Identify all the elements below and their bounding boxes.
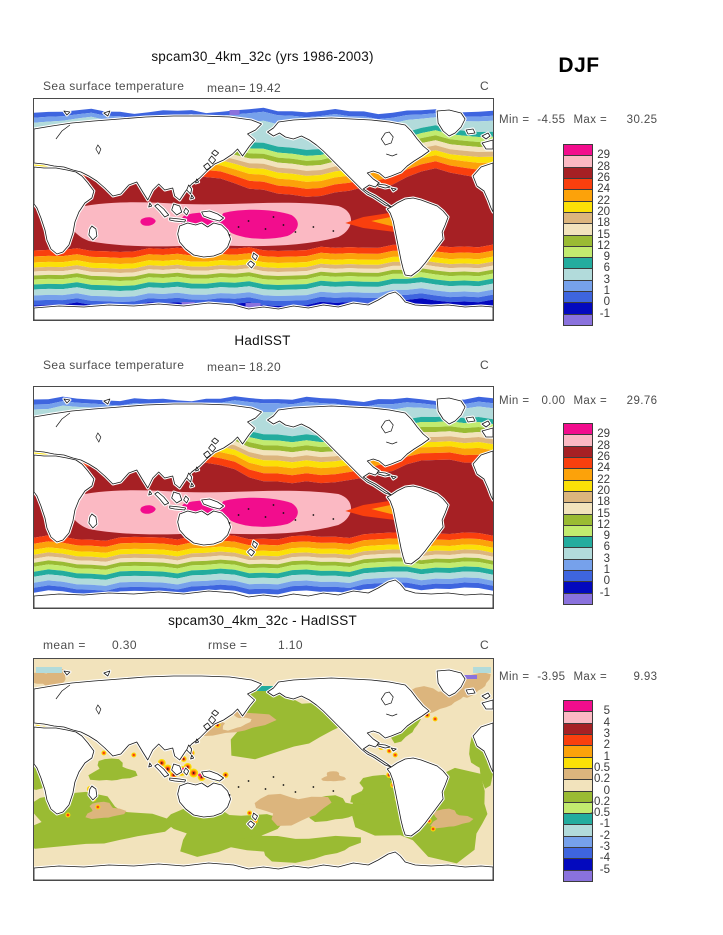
season-label: DJF bbox=[558, 54, 600, 77]
colorbar-tick-label: 18 bbox=[597, 217, 610, 230]
panel-1-mean-label: mean= bbox=[207, 81, 247, 95]
colorbar-tick-label: 1 bbox=[603, 750, 610, 763]
colorbar-tick-label: 15 bbox=[597, 507, 610, 520]
colorbar-tick-label: 6 bbox=[603, 541, 610, 554]
sst-diff-map bbox=[34, 659, 493, 880]
panel-3-units-label: C bbox=[480, 638, 490, 652]
sst-map-obs bbox=[34, 387, 493, 608]
colorbar-tick-label: 22 bbox=[597, 194, 610, 207]
colorbar-tick-label: -1 bbox=[599, 818, 610, 831]
colorbar-segment bbox=[563, 592, 593, 605]
colorbar-segment bbox=[563, 313, 593, 326]
panel-2-title: HadISST bbox=[234, 333, 291, 348]
colorbar-tick-label: 9 bbox=[603, 251, 610, 264]
panel-1-mean-value: 19.42 bbox=[249, 81, 282, 95]
colorbar-tick-label: 9 bbox=[603, 530, 610, 543]
panel-3-rmse-value: 1.10 bbox=[278, 638, 303, 652]
colorbar-tick-label: 3 bbox=[603, 273, 610, 286]
colorbar-tick-label: 18 bbox=[597, 496, 610, 509]
colorbar-tick-label: 26 bbox=[597, 450, 610, 463]
colorbar-tick-label: -4 bbox=[599, 852, 610, 865]
colorbar-tick-label: 0.2 bbox=[594, 773, 610, 786]
colorbar-tick-label: -0.2 bbox=[590, 795, 610, 808]
panel-2-variable-label: Sea surface temperature bbox=[43, 358, 185, 372]
colorbar-tick-label: 26 bbox=[597, 171, 610, 184]
panel-2-max-label: Max = bbox=[573, 395, 608, 407]
panel-1-minmax: Min = -4.55 Max = 30.25 bbox=[499, 114, 657, 126]
colorbar-tick-label: 12 bbox=[597, 518, 610, 531]
panel-1-title: spcam30_4km_32c (yrs 1986-2003) bbox=[151, 49, 374, 64]
panel-3-mean-value: 0.30 bbox=[112, 638, 137, 652]
colorbar-model: 29 28 26 24 22 20 18 15 12 9 6 3 1 0 -1 bbox=[563, 144, 610, 326]
colorbar-tick-label: 29 bbox=[597, 428, 610, 441]
colorbar-tick-label: -1 bbox=[599, 307, 610, 320]
colorbar-tick-label: 3 bbox=[603, 727, 610, 740]
panel-1-min-label: Min = bbox=[499, 114, 530, 126]
panel-3-map-frame bbox=[33, 658, 494, 881]
colorbar-segment bbox=[563, 869, 593, 882]
colorbar-tick-label: 29 bbox=[597, 149, 610, 162]
colorbar-obs: 29 28 26 24 22 20 18 15 12 9 6 3 1 0 -1 bbox=[563, 423, 610, 605]
panel-2-min-label: Min = bbox=[499, 395, 530, 407]
colorbar-tick-label: 2 bbox=[603, 739, 610, 752]
colorbar-tick-label: 28 bbox=[597, 439, 610, 452]
colorbar-tick-label: 22 bbox=[597, 473, 610, 486]
colorbar-tick-label: -2 bbox=[599, 829, 610, 842]
sst-map-model bbox=[34, 99, 493, 320]
colorbar-tick-label: 12 bbox=[597, 239, 610, 252]
panel-1-variable-label: Sea surface temperature bbox=[43, 79, 185, 93]
panel-3-title: spcam30_4km_32c - HadISST bbox=[168, 613, 357, 628]
panel-3-rmse-label: rmse = bbox=[208, 638, 248, 652]
colorbar-tick-label: 24 bbox=[597, 183, 610, 196]
panel-2-minmax: Min = 0.00 Max = 29.76 bbox=[499, 395, 657, 407]
colorbar-tick-label: 6 bbox=[603, 262, 610, 275]
panel-2-mean-value: 18.20 bbox=[249, 360, 282, 374]
continents bbox=[34, 396, 493, 608]
panel-2-min-value: 0.00 bbox=[541, 395, 566, 407]
colorbar-tick-label: -3 bbox=[599, 841, 610, 854]
colorbar-tick-label: -1 bbox=[599, 586, 610, 599]
colorbar-tick-label: 28 bbox=[597, 160, 610, 173]
ocean-temperature-bands bbox=[34, 396, 493, 595]
colorbar-diff: 5 4 3 2 1 0.5 0.2 0 -0.2 -0.5 -1 -2 -3 -4 -5 bbox=[563, 700, 610, 882]
panel-1-max-value: 30.25 bbox=[626, 114, 658, 126]
colorbar-tick-label: 5 bbox=[603, 705, 610, 718]
panel-1-map-frame bbox=[33, 98, 494, 321]
panel-1-min-value: -4.55 bbox=[537, 114, 566, 126]
colorbar-tick-label: 24 bbox=[597, 462, 610, 475]
panel-3-min-value: -3.95 bbox=[537, 671, 566, 683]
panel-1-max-label: Max = bbox=[573, 114, 608, 126]
colorbar-tick-label: 3 bbox=[603, 552, 610, 565]
panel-2-units-label: C bbox=[480, 358, 490, 372]
panel-3-minmax: Min = -3.95 Max = 9.93 bbox=[499, 671, 657, 683]
panel-2-max-value: 29.76 bbox=[626, 395, 658, 407]
continents bbox=[34, 668, 493, 880]
colorbar-tick-label: -5 bbox=[599, 863, 610, 876]
continents bbox=[34, 108, 493, 320]
colorbar-tick-label: 15 bbox=[597, 228, 610, 241]
panel-2-map-frame bbox=[33, 386, 494, 609]
colorbar-tick-label: 1 bbox=[603, 564, 610, 577]
colorbar-tick-label: -0.5 bbox=[590, 807, 610, 820]
panel-3-max-label: Max = bbox=[573, 671, 608, 683]
colorbar-tick-label: 1 bbox=[603, 285, 610, 298]
panel-3-max-value: 9.93 bbox=[633, 671, 658, 683]
colorbar-tick-label: 0 bbox=[603, 575, 610, 588]
panel-1-units-label: C bbox=[480, 79, 490, 93]
colorbar-tick-label: 0.5 bbox=[594, 761, 610, 774]
colorbar-tick-label: 20 bbox=[597, 484, 610, 497]
colorbar-tick-label: 20 bbox=[597, 205, 610, 218]
colorbar-tick-label: 0 bbox=[603, 784, 610, 797]
panel-3-mean-label: mean = bbox=[43, 638, 86, 652]
panel-3-min-label: Min = bbox=[499, 671, 530, 683]
panel-2-mean-label: mean= bbox=[207, 360, 247, 374]
colorbar-tick-label: 4 bbox=[603, 716, 610, 729]
colorbar-tick-label: 0 bbox=[603, 296, 610, 309]
